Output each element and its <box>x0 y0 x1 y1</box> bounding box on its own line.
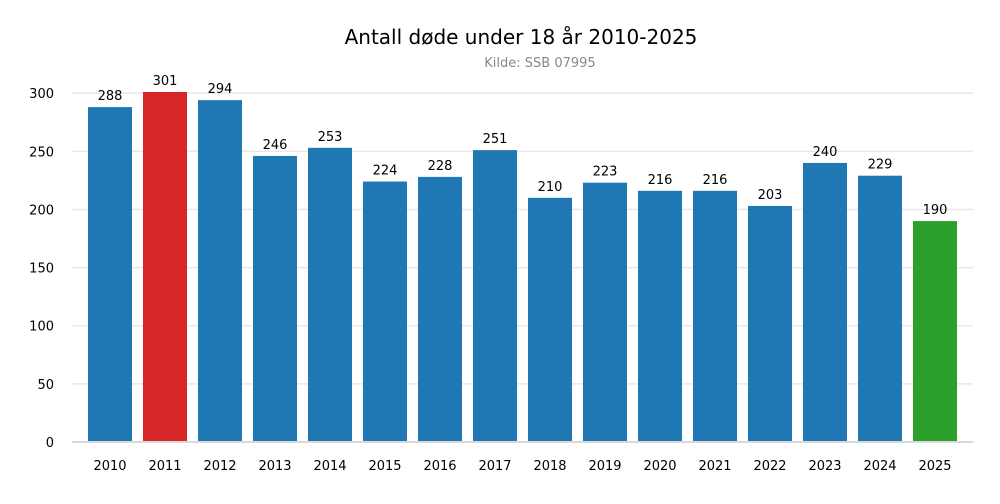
bar-value-label: 288 <box>98 89 123 104</box>
x-tick-label: 2011 <box>148 459 181 474</box>
y-tick-label: 300 <box>29 87 54 102</box>
chart-title: Antall døde under 18 år 2010-2025 <box>345 25 698 49</box>
x-tick-label: 2020 <box>643 459 676 474</box>
bar-2011 <box>143 92 187 442</box>
x-tick-label: 2024 <box>863 459 896 474</box>
y-tick-label: 100 <box>29 320 54 335</box>
x-tick-label: 2019 <box>588 459 621 474</box>
bar-value-labels: 288 301 294 246 253 224 228 251 210 223 216 216 203 2… <box>98 74 948 218</box>
bar-2010 <box>88 107 132 443</box>
x-axis-ticks: 2010 2011 2012 2013 2014 2015 2016 2017 2018 2019… <box>93 459 951 474</box>
bar-value-label: 223 <box>593 165 618 180</box>
bar-2017 <box>473 150 517 443</box>
x-tick-label: 2016 <box>423 459 456 474</box>
bars <box>88 92 957 443</box>
y-tick-label: 200 <box>29 203 54 218</box>
bar-2018 <box>528 197 572 442</box>
bar-value-label: 203 <box>758 188 783 203</box>
chart-subtitle: Kilde: SSB 07995 <box>484 56 595 71</box>
x-tick-label: 2023 <box>808 459 841 474</box>
x-tick-label: 2012 <box>203 459 236 474</box>
x-tick-label: 2013 <box>258 459 291 474</box>
x-tick-label: 2018 <box>533 459 566 474</box>
x-tick-label: 2022 <box>753 459 786 474</box>
bar-2013 <box>253 155 297 442</box>
x-tick-label: 2025 <box>918 459 951 474</box>
bar-value-label: 190 <box>923 203 948 218</box>
x-tick-label: 2014 <box>313 459 346 474</box>
bar-value-label: 210 <box>538 180 563 195</box>
y-axis-ticks: 0 50 100 150 200 250 300 <box>29 87 54 451</box>
bar-value-label: 216 <box>648 173 673 188</box>
bar-value-label: 229 <box>868 158 893 173</box>
bar-value-label: 253 <box>318 130 343 145</box>
x-tick-label: 2021 <box>698 459 731 474</box>
bar-value-label: 251 <box>483 132 508 147</box>
bar-2022 <box>748 205 792 442</box>
bar-2014 <box>308 147 352 442</box>
x-tick-label: 2017 <box>478 459 511 474</box>
bar-value-label: 216 <box>703 173 728 188</box>
bar-value-label: 224 <box>373 164 398 179</box>
bar-2012 <box>198 100 242 443</box>
y-tick-label: 250 <box>29 145 54 160</box>
bar-value-label: 294 <box>208 82 233 97</box>
bar-value-label: 240 <box>813 145 838 160</box>
bar-2020 <box>638 190 682 442</box>
bar-2023 <box>803 162 847 442</box>
x-tick-label: 2010 <box>93 459 126 474</box>
y-tick-label: 0 <box>46 436 54 451</box>
bar-2015 <box>363 181 407 442</box>
bar-2016 <box>418 176 462 442</box>
y-tick-label: 150 <box>29 262 54 277</box>
bar-value-label: 301 <box>153 74 178 89</box>
bar-2024 <box>858 175 902 442</box>
bar-value-label: 228 <box>428 159 453 174</box>
bar-2025 <box>913 221 957 442</box>
bar-2021 <box>693 190 737 442</box>
bar-value-label: 246 <box>263 138 288 153</box>
y-tick-label: 50 <box>37 378 54 393</box>
bar-2019 <box>583 182 627 442</box>
x-tick-label: 2015 <box>368 459 401 474</box>
